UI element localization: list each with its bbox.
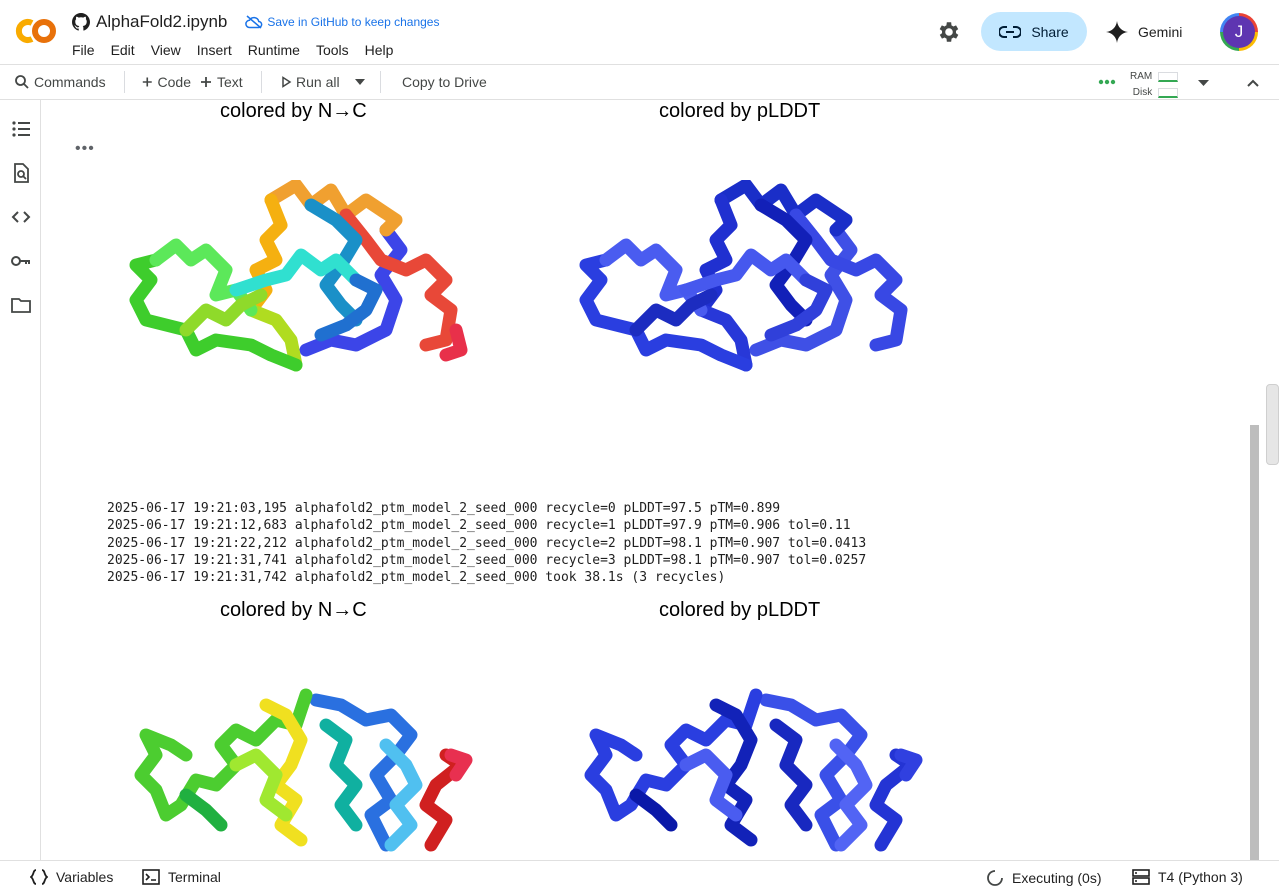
account-avatar[interactable]: J <box>1220 13 1258 51</box>
panel-title-plddt: colored by pLDDT <box>659 599 821 621</box>
notebook-content: colored by N→C colored by pLDDT ••• <box>41 100 1248 860</box>
share-button[interactable]: Share <box>981 12 1087 51</box>
output-options-icon[interactable]: ••• <box>75 140 95 157</box>
terminal-icon <box>142 869 160 885</box>
panel-title-n-to-c: colored by N→C <box>220 100 367 122</box>
status-bar: Variables Terminal Executing (0s) T4 (Py… <box>0 860 1279 896</box>
toolbar-divider <box>380 71 381 93</box>
gemini-button[interactable]: Gemini <box>1106 12 1182 51</box>
terminal-label: Terminal <box>168 869 221 885</box>
code-label: Code <box>157 74 191 90</box>
menu-insert[interactable]: Insert <box>196 42 232 58</box>
caret-down-icon <box>355 79 365 85</box>
menu-runtime[interactable]: Runtime <box>247 42 300 58</box>
files-folder-icon[interactable] <box>10 294 32 316</box>
server-icon <box>1132 869 1150 885</box>
search-icon <box>15 75 29 89</box>
protein-structure-plddt-image <box>579 180 908 372</box>
runtime-label: T4 (Python 3) <box>1158 869 1243 885</box>
spinner-icon <box>987 870 1003 886</box>
braces-icon <box>30 869 48 885</box>
share-label: Share <box>1031 23 1069 40</box>
resource-monitor[interactable]: RAM Disk <box>1130 69 1179 101</box>
avatar-initial: J <box>1223 16 1255 48</box>
plus-icon <box>142 77 152 87</box>
log-line: 2025-06-17 19:21:22,212 alphafold2_ptm_m… <box>107 535 867 551</box>
panel-title-n-to-c: colored by N→C <box>220 599 367 621</box>
protein-structure-n-to-c-image <box>134 688 473 852</box>
top-bar: AlphaFold2.ipynb Save in GitHub to keep … <box>0 0 1279 64</box>
disk-indicator: Disk <box>1130 85 1179 101</box>
table-of-contents-icon[interactable] <box>10 118 32 140</box>
execution-status[interactable]: Executing (0s) <box>986 869 1101 887</box>
panel-title-plddt: colored by pLDDT <box>659 100 821 122</box>
menu-view[interactable]: View <box>150 42 181 58</box>
protein-structure-plddt-image <box>584 688 923 852</box>
variables-label: Variables <box>56 869 114 885</box>
gemini-sparkle-icon <box>1106 20 1128 43</box>
settings-gear-icon[interactable] <box>936 19 962 45</box>
copy-to-drive-button[interactable]: Copy to Drive <box>381 65 487 99</box>
add-code-button[interactable]: Code <box>125 65 191 99</box>
run-all-label: Run all <box>296 74 340 90</box>
save-in-github-label: Save in GitHub to keep changes <box>267 15 440 29</box>
run-log-output: 2025-06-17 19:21:03,195 alphafold2_ptm_m… <box>107 500 866 586</box>
runtime-status[interactable]: T4 (Python 3) <box>1132 869 1243 885</box>
run-all-button[interactable]: Run all <box>262 65 344 99</box>
log-line: 2025-06-17 19:21:31,741 alphafold2_ptm_m… <box>107 552 867 568</box>
copy-to-drive-label: Copy to Drive <box>402 74 487 90</box>
protein-structure-n-to-c-image <box>129 180 468 372</box>
log-line: 2025-06-17 19:21:31,742 alphafold2_ptm_m… <box>107 570 726 586</box>
toolbar-divider <box>124 71 125 93</box>
notebook-toolbar: Commands Code Text Run all Copy to Drive… <box>0 64 1279 100</box>
log-line: 2025-06-17 19:21:03,195 alphafold2_ptm_m… <box>107 501 781 516</box>
link-icon <box>999 25 1022 38</box>
disk-bar <box>1158 88 1179 98</box>
ram-indicator: RAM <box>1130 69 1179 85</box>
add-text-button[interactable]: Text <box>191 65 261 99</box>
code-snippets-icon[interactable] <box>10 206 32 228</box>
commands-label: Commands <box>34 74 106 90</box>
ram-bar <box>1158 72 1179 82</box>
plus-icon <box>201 77 211 87</box>
title-row: AlphaFold2.ipynb Save in GitHub to keep … <box>72 10 439 34</box>
more-options-icon[interactable] <box>1098 78 1116 86</box>
find-in-file-icon[interactable] <box>10 162 32 184</box>
colab-logo[interactable] <box>14 14 56 48</box>
output-scrollbar[interactable] <box>1250 425 1259 860</box>
menu-help[interactable]: Help <box>364 42 394 58</box>
notebook-title[interactable]: AlphaFold2.ipynb <box>96 12 228 31</box>
terminal-button[interactable]: Terminal <box>142 869 221 885</box>
menu-file[interactable]: File <box>72 42 95 58</box>
caret-down-icon[interactable] <box>1198 80 1209 86</box>
ram-label: RAM <box>1130 71 1153 82</box>
gemini-label: Gemini <box>1138 23 1183 40</box>
log-line: 2025-06-17 19:21:12,683 alphafold2_ptm_m… <box>107 518 851 534</box>
chevron-up-icon[interactable] <box>1246 78 1260 88</box>
variables-button[interactable]: Variables <box>30 869 113 885</box>
save-in-github-link[interactable]: Save in GitHub to keep changes <box>245 15 439 29</box>
github-icon <box>72 13 90 31</box>
executing-label: Executing (0s) <box>1012 870 1102 886</box>
text-label: Text <box>217 74 243 90</box>
cloud-off-icon <box>245 15 263 29</box>
menu-tools[interactable]: Tools <box>315 42 349 58</box>
disk-label: Disk <box>1132 87 1153 98</box>
left-sidebar <box>0 100 41 860</box>
secrets-key-icon[interactable] <box>10 250 32 272</box>
commands-button[interactable]: Commands <box>0 65 124 99</box>
notebook-scrollbar-thumb[interactable] <box>1266 384 1279 465</box>
toolbar-divider <box>261 71 262 93</box>
run-options-dropdown[interactable] <box>344 65 380 99</box>
play-icon <box>282 76 292 88</box>
menu-bar: File Edit View Insert Runtime Tools Help <box>72 40 409 60</box>
menu-edit[interactable]: Edit <box>110 42 135 58</box>
